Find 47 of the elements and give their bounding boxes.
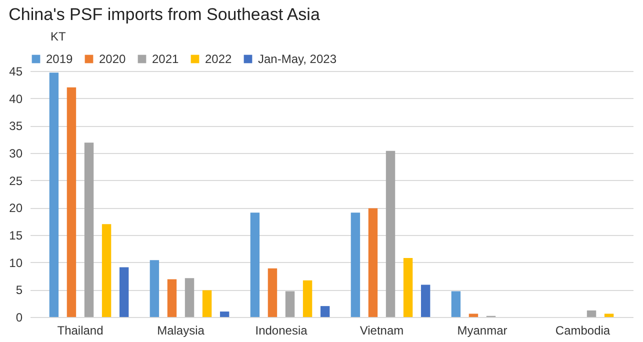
bar [250, 212, 260, 317]
chart-title: China's PSF imports from Southeast Asia [8, 5, 320, 24]
y-tick-label: 20 [9, 201, 23, 216]
bar [451, 291, 461, 317]
y-tick-label: 30 [9, 146, 23, 160]
bar [49, 72, 59, 317]
legend-label: 2022 [205, 52, 232, 66]
legend-label: 2019 [46, 52, 74, 66]
bar [420, 284, 430, 317]
bar [368, 208, 378, 317]
y-tick-label: 15 [9, 228, 23, 242]
bar [202, 290, 212, 317]
legend-label: Jan-May, 2023 [258, 52, 337, 66]
bar [586, 310, 596, 317]
y-tick-label: 35 [9, 119, 23, 134]
legend-label: 2020 [99, 52, 126, 66]
x-tick-label: Indonesia [255, 324, 308, 338]
x-tick-label: Thailand [57, 324, 104, 338]
legend-label: 2021 [152, 52, 180, 66]
y-axis-title: KT [50, 30, 67, 44]
bar [320, 306, 330, 317]
bar [84, 142, 94, 317]
bar [350, 212, 360, 317]
bar [403, 258, 413, 317]
y-tick-label: 5 [16, 283, 23, 298]
y-tick-label: 45 [9, 64, 23, 78]
bar [184, 278, 194, 317]
bar [150, 260, 160, 317]
bar [102, 224, 112, 317]
y-tick-label: 25 [9, 174, 23, 188]
bar [285, 291, 295, 317]
bar [386, 150, 396, 317]
bar [268, 268, 278, 317]
y-tick-label: 10 [9, 256, 23, 270]
x-tick-label: Cambodia [555, 324, 610, 338]
bar [119, 267, 129, 317]
bar [468, 314, 478, 317]
bar [604, 314, 614, 317]
bar [220, 312, 230, 317]
x-tick-label: Myanmar [457, 324, 508, 338]
y-tick-label: 40 [9, 92, 23, 106]
y-tick-label: 0 [16, 310, 23, 324]
x-tick-label: Vietnam [360, 324, 404, 338]
bar [167, 279, 177, 317]
bar [302, 280, 312, 317]
bar [66, 87, 76, 317]
x-tick-label: Malaysia [157, 324, 205, 338]
